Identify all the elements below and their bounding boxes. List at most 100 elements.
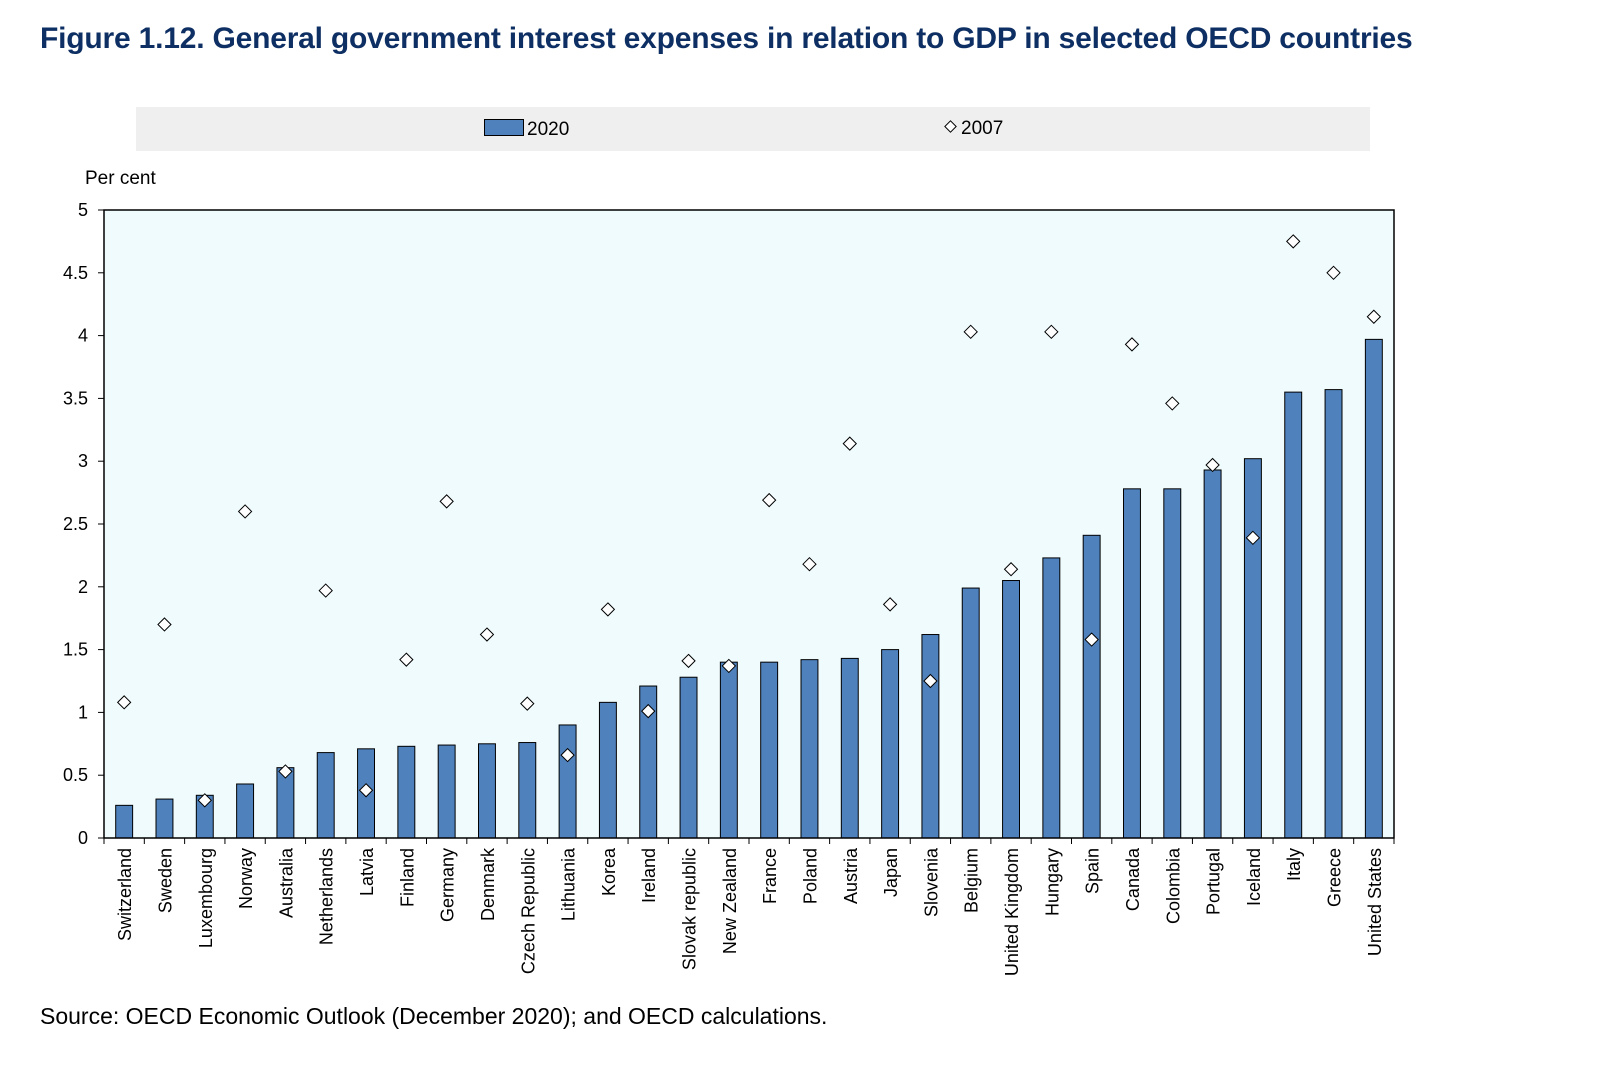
bar-2020 [316, 752, 335, 839]
marker-2007 [761, 492, 777, 508]
markers-2007 [116, 234, 1382, 808]
bar-2020 [921, 634, 940, 839]
marker-2007 [1205, 457, 1220, 473]
marker-2007 [237, 504, 253, 519]
bar-2020 [1203, 469, 1222, 839]
x-tick-label: Belgium [962, 848, 982, 913]
x-tick-label: Australia [276, 847, 296, 918]
plot-area [104, 210, 1394, 838]
marker-2007 [1124, 337, 1140, 352]
x-tick-label: Austria [841, 847, 861, 904]
x-tick-label: Poland [800, 848, 820, 904]
x-tick-label: Spain [1083, 848, 1103, 894]
y-tick-label: 1.5 [63, 640, 88, 660]
bar-2020 [1163, 488, 1182, 839]
y-tick-label: 0.5 [63, 765, 88, 785]
y-axis-label: Per cent [85, 168, 156, 189]
bar-2020 [1324, 389, 1343, 839]
y-tick-label: 4 [78, 326, 88, 346]
legend-label-2007: 2007 [961, 118, 1004, 139]
x-tick-label: Canada [1123, 847, 1143, 911]
marker-2007 [641, 703, 656, 719]
bar-2020 [598, 701, 617, 839]
plot-frame [103, 209, 1395, 839]
bar-2020 [961, 587, 980, 839]
x-tick-label: Iceland [1244, 848, 1264, 906]
bar-2020 [760, 661, 779, 839]
x-tick-label: Denmark [478, 847, 498, 921]
marker-2007 [157, 617, 172, 632]
bar-2020 [881, 649, 900, 839]
x-tick-label: Netherlands [317, 848, 337, 945]
bar-2020 [1123, 488, 1141, 839]
x-tick-label: Italy [1284, 848, 1304, 881]
x-tick-label: France [760, 848, 780, 904]
legend-item-2007: 2007 [944, 119, 1003, 139]
x-tick-label: Portugal [1204, 848, 1224, 915]
x-tick-label: United States [1365, 848, 1385, 956]
x-tick-label: Slovenia [921, 847, 941, 917]
bar-2020 [115, 804, 134, 839]
bar-2020 [437, 744, 456, 839]
marker-2007 [520, 696, 535, 711]
legend-bar-swatch [484, 119, 524, 136]
chart-legend: 2020 2007 [136, 107, 1370, 151]
bar-2020 [518, 742, 537, 839]
x-tick-label: Norway [236, 848, 256, 909]
x-tick-label: Germany [438, 848, 458, 922]
marker-2007 [399, 652, 414, 667]
marker-2007 [1245, 530, 1261, 546]
y-tick-label: 3 [78, 451, 88, 471]
bar-2020 [1082, 534, 1101, 839]
marker-2007 [439, 494, 454, 509]
bars-2020 [115, 338, 1383, 839]
figure-title: Figure 1.12. General government interest… [40, 22, 1413, 55]
x-tick-label: Korea [599, 847, 619, 896]
marker-2007 [479, 627, 495, 642]
y-tick-label: 2 [78, 577, 88, 597]
marker-2007 [681, 653, 696, 669]
marker-2007 [1366, 309, 1382, 324]
marker-2007 [1165, 396, 1180, 411]
y-tick-label: 2.5 [63, 514, 88, 534]
marker-2007 [278, 764, 293, 779]
marker-2007 [1286, 234, 1301, 249]
bar-2020 [719, 661, 738, 839]
bar-2020 [397, 745, 416, 839]
marker-2007 [721, 658, 737, 674]
marker-2007 [560, 747, 575, 763]
source-note: Source: OECD Economic Outlook (December … [40, 1003, 828, 1029]
marker-2007 [116, 695, 132, 710]
x-tick-label: Finland [397, 848, 417, 907]
marker-2007 [1003, 562, 1019, 577]
y-tick-label: 4.5 [63, 263, 88, 283]
marker-2007 [882, 597, 898, 612]
marker-2007 [197, 793, 212, 808]
x-axis: Switzerland Sweden Luxembourg Norway Austral… [103, 838, 1395, 976]
bar-2020 [155, 798, 174, 839]
y-tick-label: 0 [78, 828, 88, 848]
x-tick-label: Latvia [357, 847, 377, 896]
marker-2007 [600, 602, 616, 617]
y-tick-label: 3.5 [63, 388, 88, 408]
legend-label-2020: 2020 [527, 119, 570, 140]
legend-item-2020: 2020 [484, 119, 569, 140]
bar-2020 [1364, 338, 1383, 839]
marker-2007 [842, 436, 857, 451]
y-tick-label: 1 [78, 702, 88, 722]
x-tick-label: New Zealand [720, 848, 740, 954]
x-tick-label: Hungary [1042, 848, 1062, 916]
bar-2020 [1002, 580, 1020, 839]
marker-2007 [963, 324, 978, 340]
y-axis: 0 0.5 1 1.5 2 2.5 3 3.5 4 4.5 5 [63, 200, 104, 848]
marker-2007 [1084, 632, 1099, 647]
x-tick-label: Sweden [155, 848, 175, 913]
x-tick-label: Czech Republic [518, 848, 538, 974]
bar-2020 [800, 659, 819, 839]
y-tick-label: 5 [78, 200, 88, 220]
bar-2020 [1284, 391, 1303, 839]
bar-2020 [679, 676, 698, 839]
marker-2007 [1044, 324, 1059, 340]
x-tick-label: Luxembourg [196, 848, 216, 948]
